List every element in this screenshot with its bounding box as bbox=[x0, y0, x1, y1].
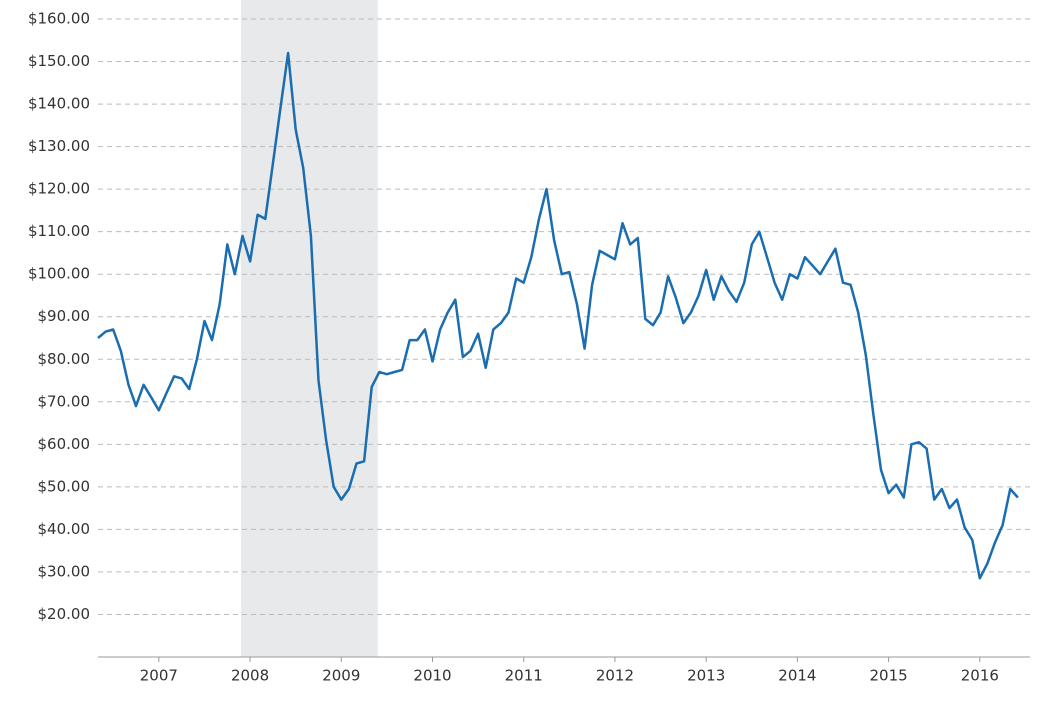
y-tick-label: $90.00 bbox=[38, 307, 91, 325]
x-tick-label: 2009 bbox=[322, 667, 360, 685]
x-tick-label: 2007 bbox=[140, 667, 178, 685]
y-tick-label: $130.00 bbox=[28, 137, 90, 155]
y-tick-label: $150.00 bbox=[28, 52, 90, 70]
y-tick-label: $50.00 bbox=[38, 477, 91, 495]
y-tick-label: $60.00 bbox=[38, 435, 91, 453]
y-tick-label: $30.00 bbox=[38, 562, 91, 580]
x-tick-label: 2016 bbox=[961, 667, 999, 685]
x-tick-label: 2013 bbox=[687, 667, 725, 685]
data-line bbox=[97, 51, 1019, 580]
x-tick-label: 2012 bbox=[596, 667, 634, 685]
y-tick-label: $110.00 bbox=[28, 222, 90, 240]
y-tick-label: $120.00 bbox=[28, 180, 90, 198]
x-tick-label: 2011 bbox=[505, 667, 543, 685]
y-tick-label: $160.00 bbox=[28, 10, 90, 28]
y-tick-label: $40.00 bbox=[38, 520, 91, 538]
y-tick-label: $80.00 bbox=[38, 350, 91, 368]
x-tick-label: 2014 bbox=[778, 667, 816, 685]
shaded-region bbox=[240, 0, 378, 657]
y-tick-label: $100.00 bbox=[28, 265, 90, 283]
y-tick-label: $140.00 bbox=[28, 95, 90, 113]
y-tick-label: $20.00 bbox=[38, 605, 91, 623]
x-tick-label: 2008 bbox=[231, 667, 269, 685]
y-tick-label: $70.00 bbox=[38, 392, 91, 410]
x-tick-label: 2015 bbox=[870, 667, 908, 685]
x-tick-label: 2010 bbox=[413, 667, 451, 685]
